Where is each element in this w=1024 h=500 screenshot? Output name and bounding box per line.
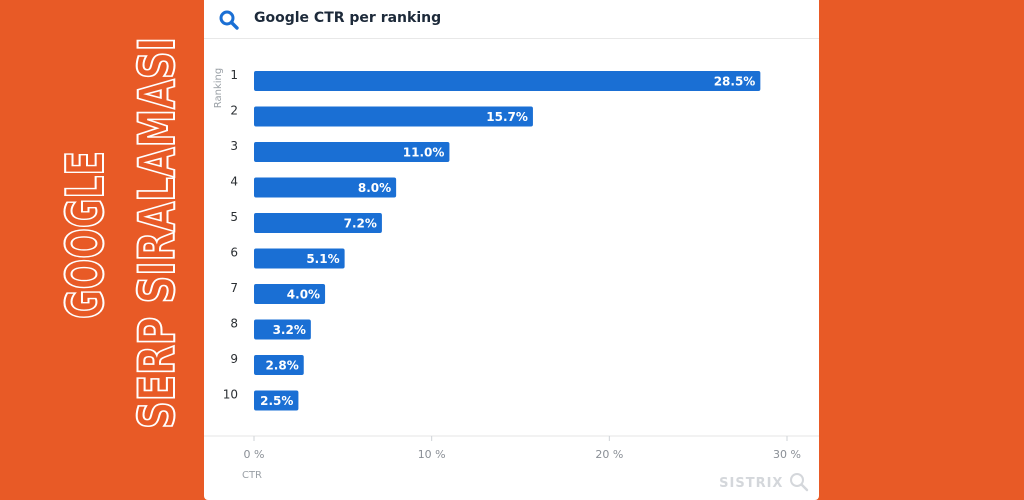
bar-value-label: 7.2% <box>344 217 377 231</box>
bar-value-label: 4.0% <box>287 288 320 302</box>
x-axis-title: CTR <box>242 470 262 481</box>
bar-chart: 0 % 10 % 20 % 30 % CTR Ranking 1 28.5% 2 15.7% 3 11… <box>204 68 819 481</box>
side-title-graphic: GOOGLE SERP SIRALAMASI <box>55 36 187 430</box>
bar-value-label: 15.7% <box>486 110 528 124</box>
brand-search-icon <box>790 473 809 492</box>
x-tick-label: 10 % <box>418 448 446 461</box>
bar <box>254 177 397 198</box>
bar-value-label: 3.2% <box>273 323 306 337</box>
bar-value-label: 2.5% <box>260 394 293 408</box>
side-title-line2: SERP SIRALAMASI <box>128 37 186 429</box>
category-label: 9 <box>230 352 238 366</box>
category-label: 7 <box>230 281 238 295</box>
bar <box>254 319 311 340</box>
bar-value-label: 8.0% <box>358 181 391 195</box>
bar-value-label: 28.5% <box>714 75 756 89</box>
category-label: 6 <box>230 246 238 260</box>
x-tick-label: 20 % <box>595 448 623 461</box>
bar-value-label: 5.1% <box>306 252 339 266</box>
category-label: 4 <box>230 175 238 189</box>
y-axis-title: Ranking <box>213 68 224 108</box>
brand-wordmark: SISTRIX <box>719 472 809 492</box>
side-title: GOOGLE SERP SIRALAMASI <box>0 0 200 500</box>
category-label: 5 <box>230 210 238 224</box>
bar <box>254 213 382 233</box>
side-title-line1: GOOGLE <box>56 151 116 319</box>
category-label: 1 <box>230 68 238 82</box>
category-label: 10 <box>223 388 238 402</box>
bar <box>254 355 304 375</box>
chart-card: Google CTR per ranking 0 % 10 % 20 % 30 % CT… <box>204 0 819 500</box>
category-label: 2 <box>230 104 238 118</box>
x-tick-label: 30 % <box>773 448 801 461</box>
bar-value-label: 11.0% <box>403 146 445 160</box>
search-icon <box>219 10 239 30</box>
bar <box>254 284 326 304</box>
bar <box>254 71 761 91</box>
category-label: 8 <box>230 317 238 331</box>
card-header: Google CTR per ranking <box>204 0 819 39</box>
bar-value-label: 2.8% <box>265 359 298 373</box>
chart-title: Google CTR per ranking <box>254 10 442 26</box>
bar <box>254 106 533 127</box>
bar <box>254 248 345 269</box>
brand-name: SISTRIX <box>719 476 784 491</box>
bar <box>254 390 299 411</box>
category-label: 3 <box>230 139 238 153</box>
x-tick-label: 0 % <box>244 448 265 461</box>
bar <box>254 142 450 162</box>
